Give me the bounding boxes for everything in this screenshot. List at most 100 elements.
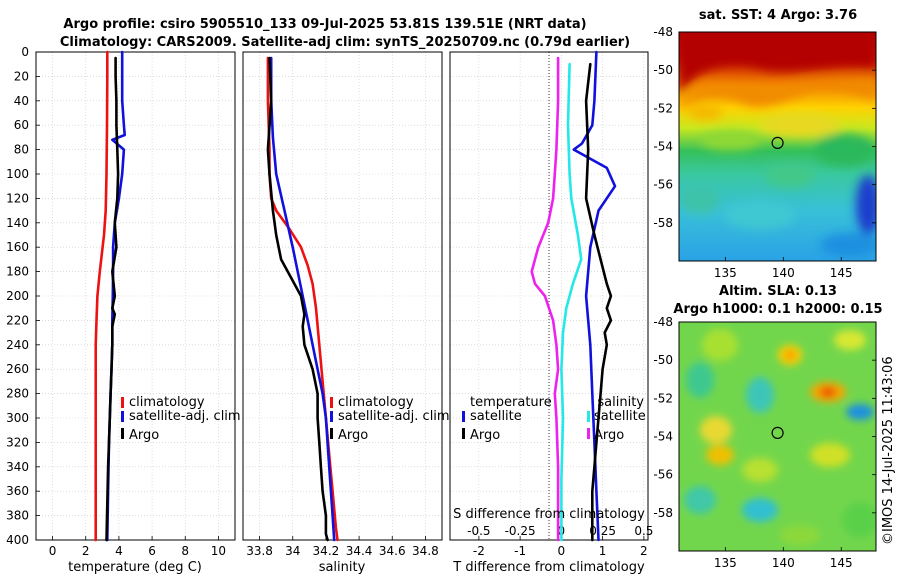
map-y-tick-label: -54 (653, 430, 673, 444)
legend-swatch-satellite (330, 411, 333, 422)
x-tick-label: 33.8 (246, 544, 273, 558)
y-tick-label: 20 (14, 69, 29, 83)
legend-label-argo: Argo (338, 428, 368, 443)
title-line-2: Climatology: CARS2009. Satellite-adj cli… (60, 35, 630, 50)
x-tick-label: 6 (148, 544, 156, 558)
map-x-tick-label: 140 (772, 556, 795, 570)
x-tick-label: 10 (211, 544, 226, 558)
x-tick-label: 8 (181, 544, 189, 558)
difference-legend-salinity: salinity satellite Argo (587, 395, 646, 443)
y-tick-label: 380 (6, 509, 29, 523)
sst-map-title: sat. SST: 4 Argo: 3.76 (699, 8, 857, 23)
temperature-xlabel: temperature (deg C) (68, 560, 202, 575)
legend-title-salinity: salinity (597, 395, 644, 410)
legend-swatch-satellite (121, 411, 124, 422)
imos-watermark: ©IMOS 14-Jul-2025 11:43:06 (881, 356, 896, 545)
x-tick-label: 0 (558, 544, 566, 558)
x-tick-label: -2 (473, 544, 485, 558)
y-tick-label: 40 (14, 94, 29, 108)
s-tick-label: -0.5 (467, 524, 490, 538)
salinity-legend: climatology satellite-adj. clim Argo (330, 395, 450, 443)
map-y-tick-label: -50 (653, 63, 673, 77)
sst-map-panel: sat. SST: 4 Argo: 3.76 -48 -50 -52 -54 -56 -5… (653, 8, 877, 280)
legend-label-s-argo: Argo (594, 428, 624, 443)
x-tick-label: 34.8 (412, 544, 439, 558)
map-x-tick-label: 145 (830, 556, 853, 570)
y-tick-label: 60 (14, 118, 29, 132)
series-line-salinity-argo (530, 56, 560, 542)
sla-field (679, 322, 876, 551)
map-y-tick-label: -50 (653, 353, 673, 367)
map-y-tick-label: -48 (653, 315, 673, 329)
y-tick-label: 220 (6, 313, 29, 327)
sla-map-subtitle: Argo h1000: 0.1 h2000: 0.15 (673, 302, 882, 317)
y-tick-label: 340 (6, 460, 29, 474)
legend-swatch-s-satellite (587, 411, 590, 422)
series-line-climatology (94, 50, 109, 542)
legend-swatch-t-satellite (462, 411, 465, 422)
legend-label-climatology: climatology (129, 395, 205, 410)
legend-title-temperature: temperature (470, 395, 552, 410)
y-tick-label: 400 (6, 533, 29, 547)
legend-label-climatology: climatology (338, 395, 414, 410)
sst-field (679, 32, 876, 261)
map-y-tick-label: -54 (653, 140, 673, 154)
map-x-tick-label: 140 (772, 266, 795, 280)
legend-swatch-climatology (330, 397, 333, 408)
x-tick-label: 0 (49, 544, 57, 558)
series-line-argo (266, 56, 329, 542)
x-tick-label: 2 (640, 544, 648, 558)
salinity-axes-box (242, 51, 443, 541)
y-tick-label: 280 (6, 387, 29, 401)
temperature-legend: climatology satellite-adj. clim Argo (121, 395, 241, 443)
salinity-xlabel: salinity (319, 560, 366, 575)
map-y-tick-label: -48 (653, 25, 673, 39)
difference-legend-temperature: temperature satellite Argo (462, 395, 552, 443)
x-tick-label: -1 (514, 544, 526, 558)
series-line-temperature-argo (584, 62, 613, 542)
x-tick-label: 34.2 (313, 544, 340, 558)
legend-label-t-argo: Argo (470, 428, 500, 443)
x-tick-label: 34 (285, 544, 300, 558)
x-tick-label: 2 (82, 544, 90, 558)
y-tick-label: 160 (6, 240, 29, 254)
y-tick-label: 240 (6, 338, 29, 352)
s-tick-label: -0.25 (505, 524, 536, 538)
temperature-panel: 0204060801001201401601802002202402602803… (6, 45, 241, 575)
x-tick-label: 34.6 (379, 544, 406, 558)
y-tick-label: 100 (6, 167, 29, 181)
series-line-satellite-adj-clim (269, 56, 336, 542)
y-tick-label: 0 (21, 45, 29, 59)
legend-label-argo: Argo (129, 428, 159, 443)
salinity-panel: 33.8 34 34.2 34.4 34.6 34.8 salinity climatol… (242, 51, 450, 575)
map-x-tick-label: 135 (714, 556, 737, 570)
legend-swatch-climatology (121, 397, 124, 408)
map-y-tick-label: -58 (653, 216, 673, 230)
series-line-argo (105, 56, 120, 542)
map-x-tick-label: 145 (830, 266, 853, 280)
argo-location-marker-sst (771, 136, 784, 149)
map-y-tick-label: -56 (653, 468, 673, 482)
sla-map-title: Altim. SLA: 0.13 (719, 284, 837, 299)
y-tick-label: 80 (14, 143, 29, 157)
t-difference-xlabel: T difference from climatology (452, 560, 645, 575)
map-y-tick-label: -58 (653, 506, 673, 520)
series-line-temperature-satellite (572, 50, 617, 542)
y-tick-label: 300 (6, 411, 29, 425)
legend-swatch-t-argo (462, 428, 465, 439)
x-tick-label: 1 (599, 544, 607, 558)
sla-map-panel: Altim. SLA: 0.13 Argo h1000: 0.1 h2000: … (653, 284, 882, 570)
difference-panel: -2 -1 0 1 2 -0.5 -0.25 0 0.25 0.5 S difference f… (449, 50, 653, 575)
legend-swatch-argo (121, 428, 124, 439)
map-y-tick-label: -56 (653, 178, 673, 192)
series-line-salinity-satellite (560, 62, 583, 542)
x-tick-label: 34.4 (346, 544, 373, 558)
argo-location-marker-sla (771, 426, 784, 439)
map-y-tick-label: -52 (653, 101, 673, 115)
legend-label-s-satellite: satellite (594, 409, 646, 424)
legend-label-t-satellite: satellite (470, 409, 522, 424)
y-tick-label: 140 (6, 216, 29, 230)
map-x-tick-label: 135 (714, 266, 737, 280)
legend-label-satellite: satellite-adj. clim (129, 409, 241, 424)
